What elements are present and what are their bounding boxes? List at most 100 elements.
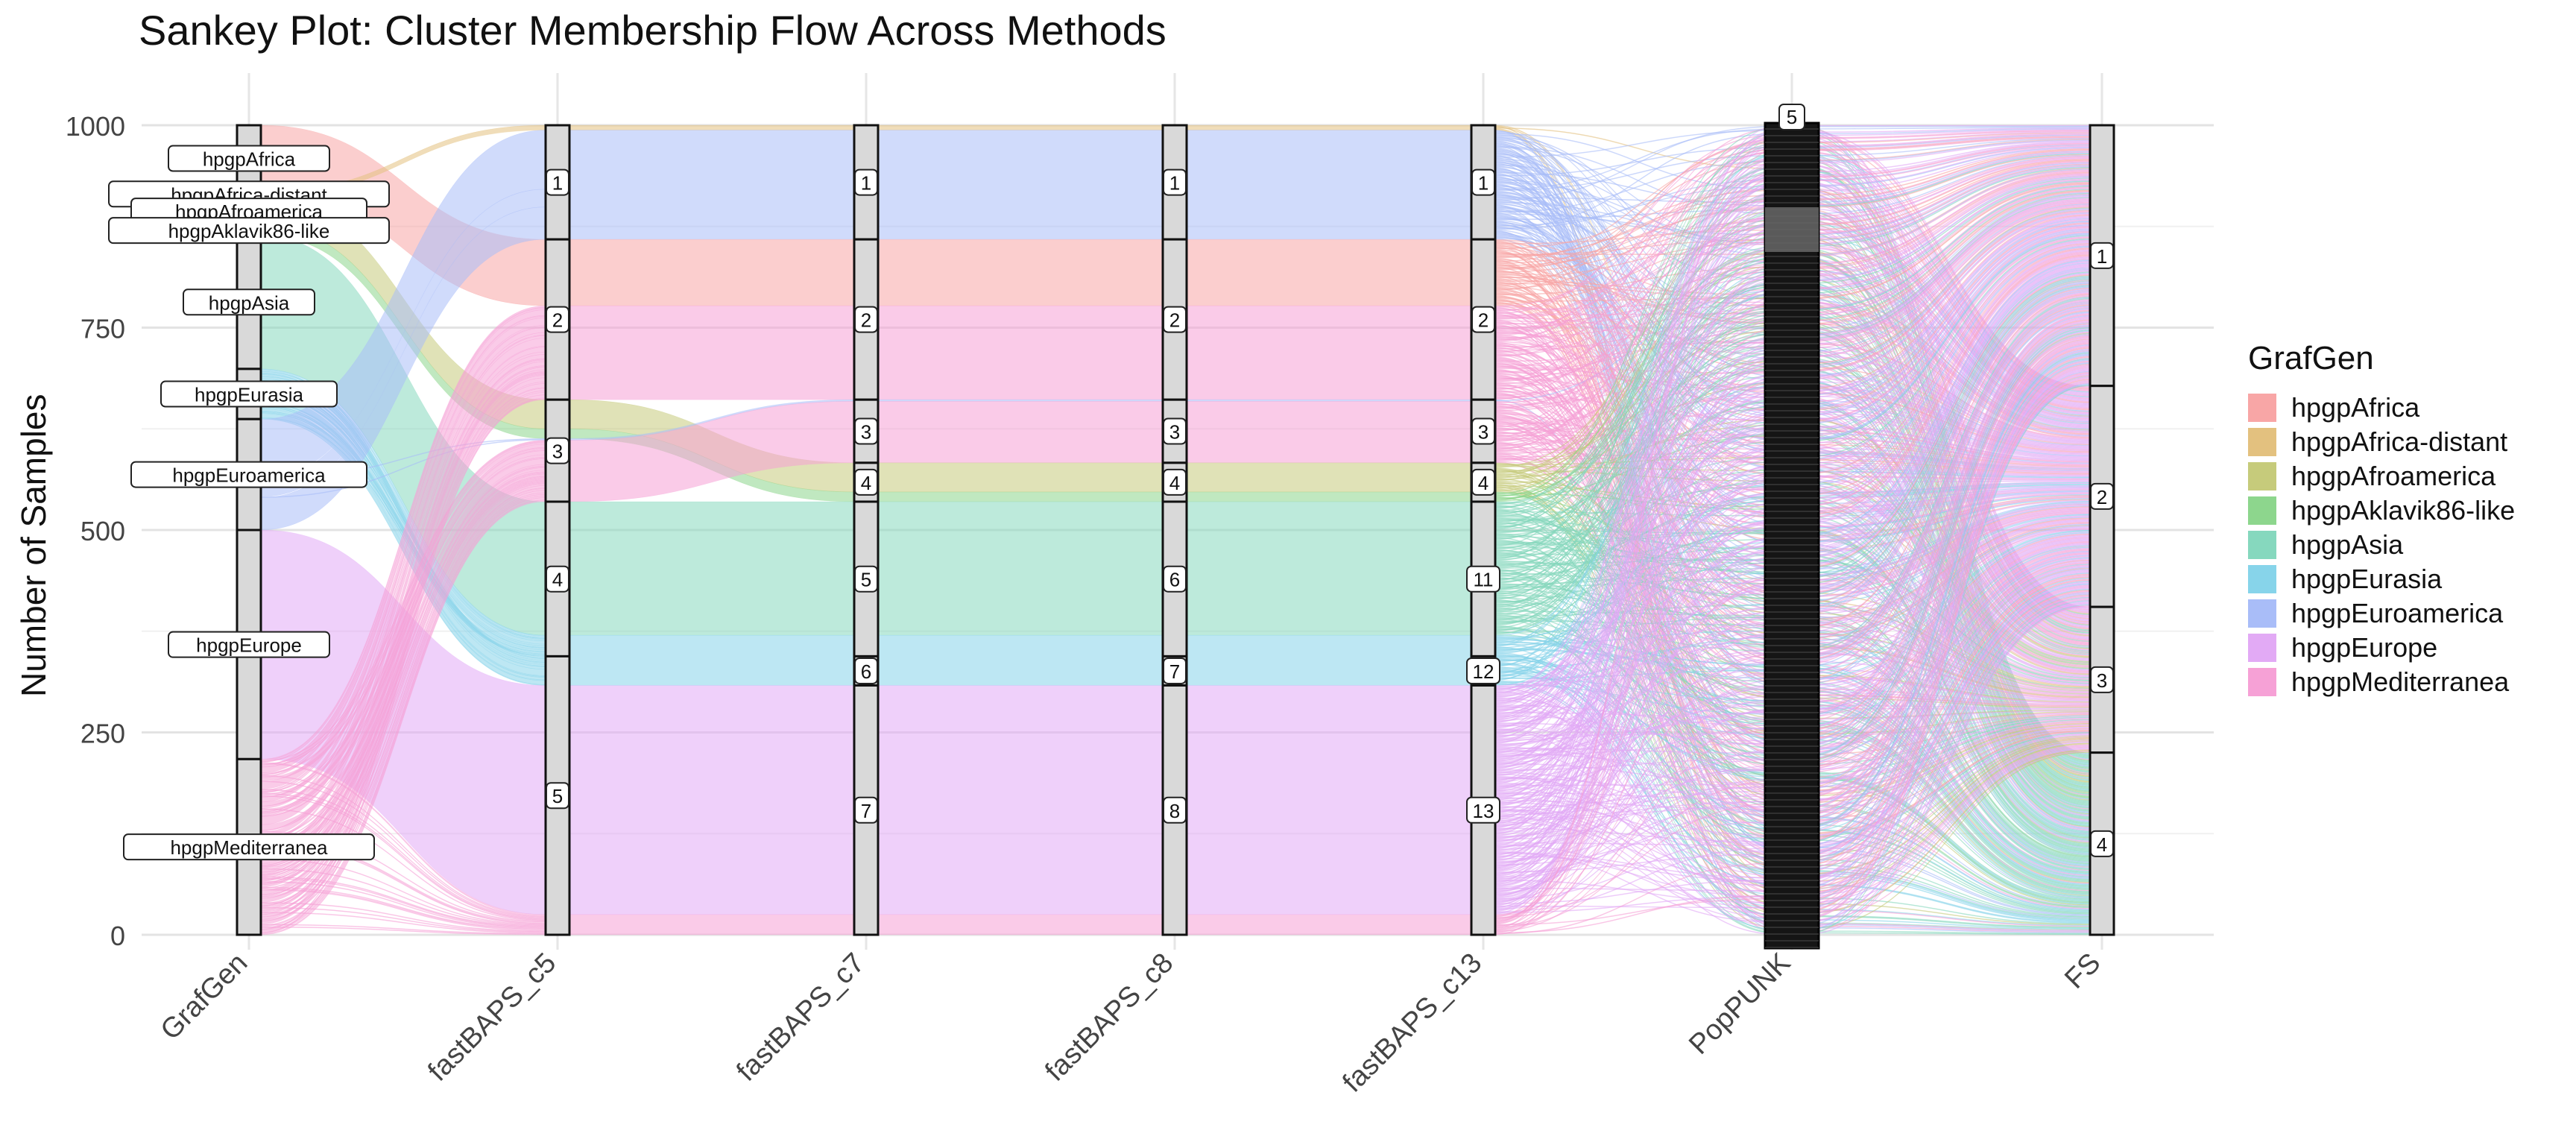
flow-ribbon bbox=[569, 914, 855, 936]
flow-layer bbox=[260, 124, 2091, 936]
flow-ribbon bbox=[569, 124, 855, 130]
flow-ribbon bbox=[569, 305, 855, 400]
flow-ribbon bbox=[877, 401, 1164, 464]
legend-swatch bbox=[2248, 599, 2276, 628]
flow-ribbon bbox=[1186, 501, 1472, 636]
stratum-label: 2 bbox=[1478, 309, 1489, 332]
flow-ribbon bbox=[569, 634, 855, 686]
legend-title: GrafGen bbox=[2248, 340, 2374, 376]
legend-label: hpgpAfrica-distant bbox=[2291, 426, 2508, 457]
stratum-label: 3 bbox=[552, 441, 563, 463]
x-ticks-layer: GrafGen fastBAPS_c5 fastBAPS_c7 fastBAPS_c8… bbox=[155, 947, 2107, 1099]
stratum-label: 1 bbox=[1478, 172, 1489, 195]
flow-ribbon bbox=[877, 462, 1164, 493]
x-tick-label: GrafGen bbox=[155, 947, 254, 1047]
x-tick-label: fastBAPS_c8 bbox=[1039, 947, 1179, 1088]
flow-ribbon bbox=[877, 130, 1164, 240]
stratum-label: 4 bbox=[2097, 833, 2107, 856]
stratum-label: 2 bbox=[2097, 486, 2107, 508]
flow-ribbon bbox=[569, 239, 855, 306]
stratum-label: 5 bbox=[861, 569, 871, 591]
stratum-label: hpgpAsia bbox=[209, 291, 290, 314]
stratum-label: hpgpEurope bbox=[196, 634, 302, 657]
x-tick-label: fastBAPS_c5 bbox=[422, 947, 562, 1088]
stratum-label: 3 bbox=[861, 421, 871, 444]
legend-swatch bbox=[2248, 565, 2276, 593]
x-tick-label: PopPUNK bbox=[1683, 947, 1796, 1061]
legend-item: hpgpMediterranea bbox=[2248, 665, 2515, 699]
stratum-label: 1 bbox=[2097, 245, 2107, 268]
stratum-label: 2 bbox=[1169, 309, 1180, 332]
legend-item: hpgpEuroamerica bbox=[2248, 596, 2515, 631]
y-tick-label: 1000 bbox=[66, 111, 125, 142]
flow-ribbon bbox=[1186, 491, 1472, 502]
legend-label: hpgpEurasia bbox=[2291, 564, 2443, 594]
flow-ribbon bbox=[877, 124, 1164, 130]
stratum-label: 2 bbox=[552, 309, 563, 332]
stratum-label: hpgpAklavik86-like bbox=[168, 220, 330, 242]
stratum-label: 4 bbox=[861, 472, 871, 494]
stratum-label: 5 bbox=[1787, 106, 1797, 128]
stratum-label: 5 bbox=[552, 785, 563, 807]
flow-ribbon bbox=[877, 501, 1164, 636]
legend-swatch bbox=[2248, 496, 2276, 525]
flow-ribbon bbox=[1186, 914, 1472, 936]
legend-item: hpgpAfrica-distant bbox=[2248, 425, 2515, 459]
legend-label: hpgpAklavik86-like bbox=[2291, 495, 2516, 526]
stratum-label: 4 bbox=[552, 569, 563, 591]
legend: GrafGen hpgpAfrica hpgpAfrica-distant hpgp… bbox=[2248, 340, 2515, 699]
stratum-label: 4 bbox=[1478, 472, 1489, 494]
legend-item: hpgpAfroamerica bbox=[2248, 459, 2515, 493]
flow-ribbon bbox=[877, 399, 1164, 402]
y-tick-label: 750 bbox=[80, 314, 125, 344]
stratum-label: 7 bbox=[1169, 660, 1180, 683]
legend-swatch bbox=[2248, 394, 2276, 422]
legend-swatch bbox=[2248, 634, 2276, 662]
flow-ribbon bbox=[1186, 124, 1472, 130]
stratum-label: 8 bbox=[1169, 800, 1180, 822]
flow-ribbon bbox=[877, 634, 1164, 686]
legend-label: hpgpAsia bbox=[2291, 529, 2404, 560]
stratum-label: 13 bbox=[1473, 800, 1494, 822]
stratum-label: 1 bbox=[1169, 172, 1180, 195]
x-tick-label: FS bbox=[2059, 947, 2106, 995]
x-tick-label: fastBAPS_c13 bbox=[1336, 947, 1488, 1099]
stratum-label: 3 bbox=[1169, 421, 1180, 444]
flow-ribbon bbox=[1186, 462, 1472, 493]
flow-ribbon bbox=[877, 491, 1164, 502]
flow-ribbon bbox=[1186, 685, 1472, 915]
stratum-label: hpgpEurasia bbox=[195, 384, 304, 406]
stratum-label: 1 bbox=[861, 172, 871, 195]
flow-ribbon bbox=[569, 501, 855, 636]
y-tick-label: 250 bbox=[80, 719, 125, 749]
stratum-label: hpgpMediterranea bbox=[170, 836, 328, 859]
legend-swatch bbox=[2248, 462, 2276, 491]
stratum-label: 1 bbox=[552, 172, 563, 195]
flow-ribbon bbox=[569, 130, 855, 240]
poppunk-large-stratum bbox=[1765, 207, 1819, 252]
flow-ribbon bbox=[1186, 401, 1472, 464]
legend-item: hpgpAklavik86-like bbox=[2248, 493, 2515, 528]
flow-ribbon bbox=[877, 305, 1164, 400]
legend-label: hpgpEuroamerica bbox=[2291, 598, 2504, 628]
stratum-label: 7 bbox=[861, 800, 871, 822]
stratum-label: hpgpAfrica bbox=[203, 148, 296, 171]
legend-swatch bbox=[2248, 668, 2276, 696]
legend-label: hpgpMediterranea bbox=[2291, 666, 2510, 697]
stratum-label: 11 bbox=[1474, 569, 1494, 591]
stratum-label: 2 bbox=[861, 309, 871, 332]
stratum-label: 6 bbox=[1169, 569, 1180, 591]
flow-ribbon bbox=[877, 914, 1164, 936]
flow-ribbon bbox=[1186, 239, 1472, 306]
x-tick-label: fastBAPS_c7 bbox=[730, 947, 871, 1088]
legend-label: hpgpEurope bbox=[2291, 632, 2438, 663]
legend-item: hpgpAsia bbox=[2248, 528, 2515, 562]
flow-ribbon bbox=[569, 685, 855, 915]
chart-title: Sankey Plot: Cluster Membership Flow Acr… bbox=[139, 7, 1167, 54]
flow-ribbon bbox=[1186, 305, 1472, 400]
legend-label: hpgpAfrica bbox=[2291, 392, 2420, 423]
stratum-label: 4 bbox=[1169, 472, 1180, 494]
flow-ribbon bbox=[1803, 125, 2091, 127]
